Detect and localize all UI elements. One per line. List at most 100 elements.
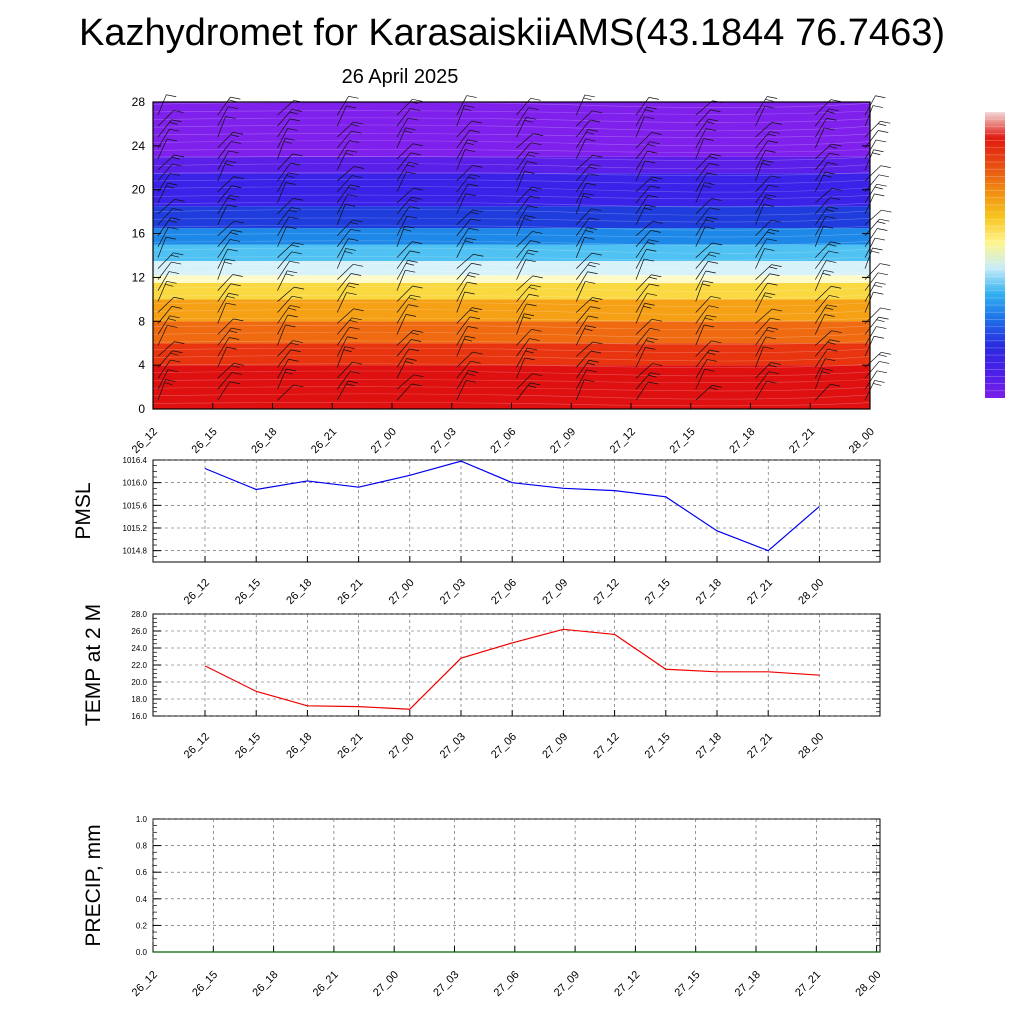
wind-barb — [635, 328, 651, 346]
wind-barb-feather — [763, 204, 774, 207]
wind-barb-feather — [227, 197, 236, 201]
wind-barb-feather — [590, 306, 601, 309]
wind-barb-feather — [591, 208, 602, 212]
wind-barb — [157, 208, 173, 226]
wind-barb-feather — [873, 335, 885, 339]
wind-barb — [336, 336, 348, 357]
wind-barb-feather — [349, 319, 358, 323]
contour-line — [152, 354, 871, 362]
wind-barb-feather — [226, 160, 237, 164]
wind-barb — [456, 139, 468, 160]
wind-barb-feather — [168, 271, 180, 274]
wind-barb — [755, 248, 765, 269]
wind-barb-feather — [647, 195, 659, 198]
wind-barb-feather — [526, 116, 537, 120]
wind-barb — [575, 227, 588, 247]
wind-barb-feather — [706, 314, 717, 318]
wind-barb — [217, 283, 231, 302]
wind-barb-feather — [348, 238, 359, 241]
wind-barb — [456, 351, 473, 368]
y-tick-label: 1016.0 — [123, 479, 148, 488]
wind-barb-feather — [347, 285, 356, 289]
wind-barb-feather — [531, 186, 542, 190]
wind-barb — [814, 127, 825, 149]
wind-barb-feather — [770, 362, 781, 365]
y-tick-label: 28 — [132, 95, 146, 109]
wind-barb-feather — [411, 241, 423, 244]
wind-barb — [396, 171, 407, 193]
wind-barb-feather — [166, 280, 177, 284]
wind-barb — [456, 95, 468, 116]
wind-barb-feather — [410, 332, 419, 335]
wind-barb-feather — [464, 291, 475, 295]
wind-barb — [157, 359, 171, 379]
wind-barb-feather — [406, 215, 418, 219]
wind-barb — [277, 368, 287, 390]
y-tick-label: 0.2 — [136, 921, 148, 930]
wind-barb — [456, 218, 472, 236]
wind-barb-feather — [652, 363, 663, 366]
wind-barb-feather — [473, 253, 484, 257]
wind-barb-feather — [879, 263, 891, 266]
wind-barb-feather — [165, 283, 174, 287]
wind-barb-feather — [293, 242, 304, 246]
wind-barb-feather — [875, 281, 886, 285]
wind-barb-feather — [766, 380, 777, 384]
wind-barb-feather — [706, 128, 717, 131]
wind-barb — [396, 127, 406, 149]
wind-barb — [157, 129, 170, 149]
wind-barb — [396, 152, 412, 171]
wind-barb — [157, 154, 175, 171]
plot-frame — [152, 459, 881, 563]
wind-barb — [516, 186, 533, 204]
wind-barb-feather — [586, 131, 595, 135]
wind-barb-feather — [287, 128, 298, 131]
wind-barb-feather — [644, 160, 656, 164]
wind-barb-feather — [231, 327, 242, 331]
wind-barb-feather — [650, 230, 661, 233]
wind-barb — [157, 281, 167, 302]
wind-barb-feather — [589, 261, 600, 265]
wind-barb-feather — [285, 273, 294, 277]
y-tick-label: 28.0 — [131, 610, 147, 619]
y-tick-label: 26.0 — [131, 627, 147, 636]
wind-barb-feather — [225, 302, 237, 306]
wind-barb-feather — [532, 231, 543, 234]
contour-line — [152, 279, 871, 284]
wind-barb — [157, 119, 172, 138]
wind-barb — [755, 308, 773, 324]
contour-line — [152, 247, 871, 254]
wind-barb — [217, 318, 234, 335]
wind-barb-feather — [411, 383, 422, 387]
wind-barb-feather — [471, 307, 483, 310]
x-tick-label: 26_21 — [309, 426, 339, 456]
wind-barb-feather — [350, 228, 361, 232]
wind-barb — [635, 176, 653, 193]
wind-barb-feather — [230, 134, 239, 137]
wind-barb-feather — [704, 317, 713, 321]
wind-barb-feather — [586, 369, 597, 373]
wind-barb — [217, 372, 233, 390]
wind-barb-feather — [829, 197, 841, 200]
chart-title: Kazhydromet for KarasaiskiiAMS(43.1844 7… — [78, 12, 945, 54]
wind-barb — [456, 326, 469, 346]
wind-barb-feather — [173, 110, 184, 113]
wind-barb — [516, 347, 528, 368]
wind-barb-feather — [411, 196, 422, 200]
wind-barb — [755, 317, 771, 335]
wind-barb-feather — [291, 244, 300, 248]
y-tick-label: 1014.8 — [123, 547, 148, 556]
wind-barb-feather — [168, 220, 177, 223]
wind-barb-feather — [291, 109, 303, 112]
wind-barb-feather — [406, 171, 417, 175]
wind-barb-feather — [229, 381, 240, 385]
wind-barb — [456, 360, 471, 379]
wind-barb-feather — [172, 163, 183, 167]
wind-barb-feather — [283, 141, 292, 144]
y-tick-label: 0.0 — [136, 948, 148, 957]
wind-barb-feather — [352, 219, 363, 223]
wind-barb-feather — [704, 182, 715, 185]
x-tick-label: 27_09 — [540, 731, 570, 761]
wind-barb-feather — [173, 252, 184, 256]
wind-barb-feather — [347, 194, 358, 197]
